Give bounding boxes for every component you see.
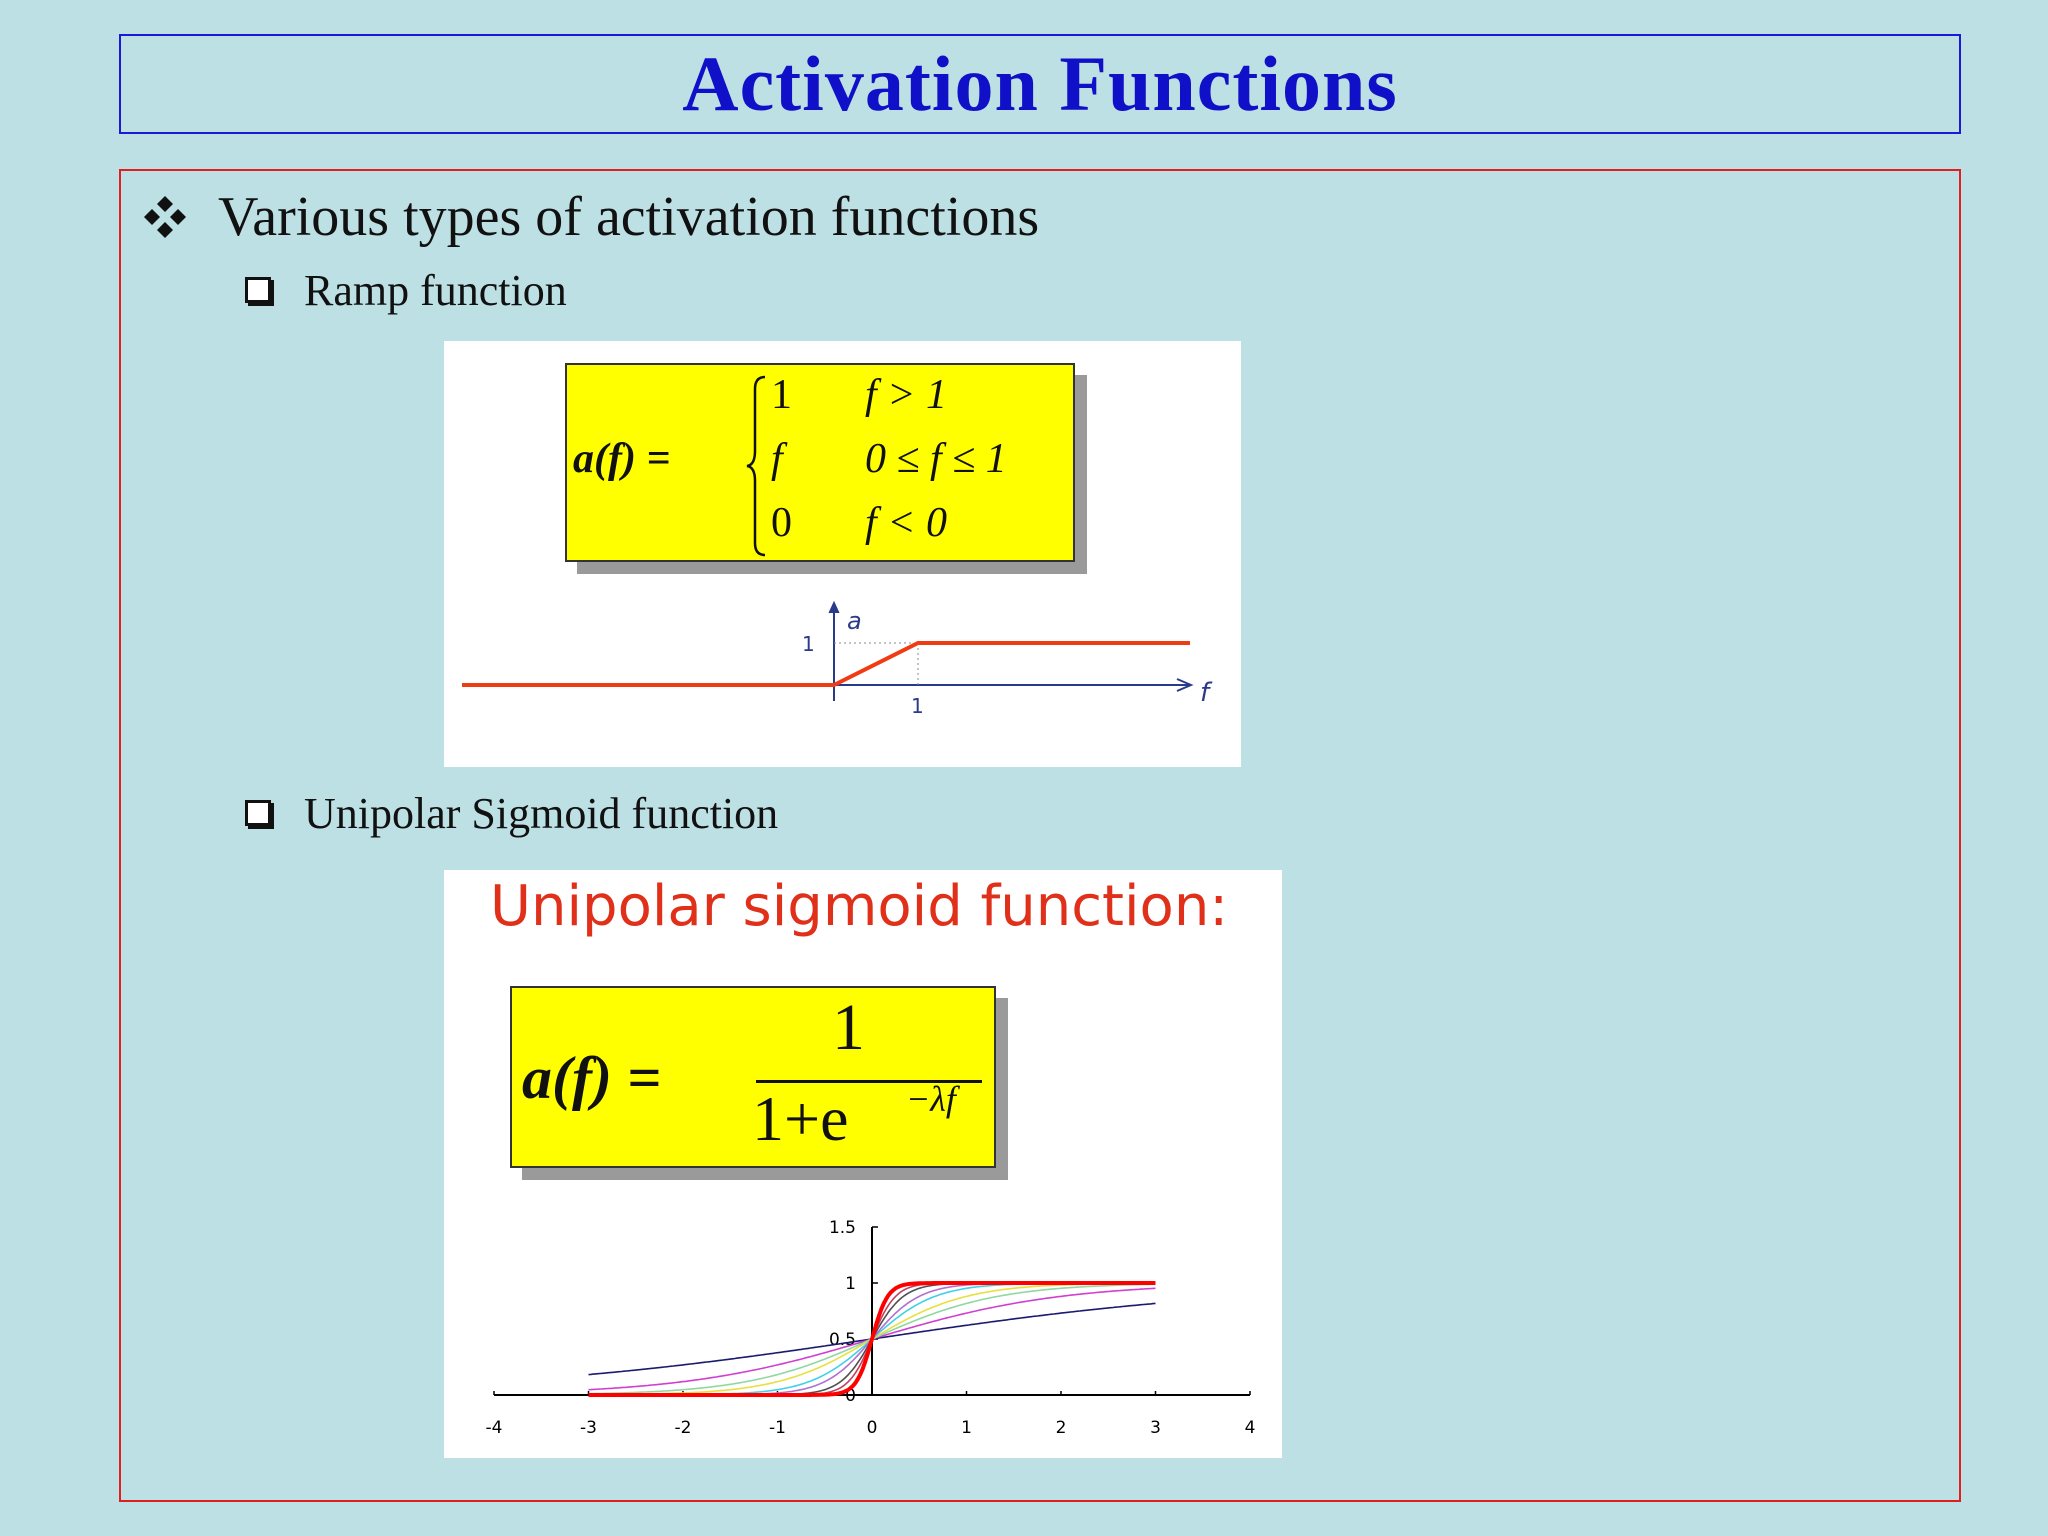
sigmoid-y-tick-label: 0 bbox=[845, 1386, 856, 1406]
ramp-x-tick: 1 bbox=[911, 694, 924, 718]
sigmoid-x-tick-label: 0 bbox=[867, 1418, 878, 1438]
main-bullet-text: Various types of activation functions bbox=[218, 186, 1040, 248]
ramp-figure: a(f) = 1 f > 1 f 0 ≤ f ≤ 1 0 f < 0 a f 1… bbox=[444, 341, 1241, 767]
ramp-bullet: Ramp function bbox=[245, 262, 567, 318]
sigmoid-x-tick-label: -4 bbox=[486, 1418, 503, 1438]
square-bullet-icon bbox=[245, 800, 271, 826]
case-1-condition: f > 1 bbox=[865, 372, 948, 418]
sigmoid-curve-lambda-12 bbox=[588, 1281, 1156, 1397]
ramp-y-label: a bbox=[847, 607, 862, 635]
sigmoid-numerator: 1 bbox=[832, 991, 865, 1064]
left-brace-icon bbox=[746, 375, 766, 557]
case-3-value: 0 bbox=[771, 500, 792, 546]
sigmoid-denominator: 1+e bbox=[752, 1083, 849, 1154]
page-title: Activation Functions bbox=[682, 40, 1398, 127]
main-bullet: Various types of activation functions bbox=[142, 182, 1039, 252]
sigmoid-x-tick-label: 1 bbox=[961, 1418, 972, 1438]
ramp-formula-box: a(f) = 1 f > 1 f 0 ≤ f ≤ 1 0 f < 0 bbox=[565, 363, 1075, 562]
sigmoid-x-tick-label: -2 bbox=[675, 1418, 692, 1438]
sigmoid-x-tick-label: -1 bbox=[769, 1418, 786, 1438]
sigmoid-y-tick-label: 1.5 bbox=[829, 1218, 856, 1238]
case-2-condition: 0 ≤ f ≤ 1 bbox=[865, 436, 1007, 482]
sigmoid-x-tick-label: -3 bbox=[580, 1418, 597, 1438]
ramp-y-tick: 1 bbox=[802, 632, 815, 656]
sigmoid-formula-box: a(f) = 1 1+e −λf bbox=[510, 986, 996, 1168]
sigmoid-heading: Unipolar sigmoid function: bbox=[490, 874, 1229, 939]
ramp-curve bbox=[462, 641, 1190, 687]
sigmoid-x-tick-label: 3 bbox=[1150, 1418, 1161, 1438]
content-box bbox=[119, 169, 1961, 1502]
sigmoid-bullet: Unipolar Sigmoid function bbox=[245, 785, 778, 841]
ramp-bullet-text: Ramp function bbox=[304, 265, 567, 315]
sigmoid-x-tick-label: 2 bbox=[1056, 1418, 1067, 1438]
sigmoid-exponent: −λf bbox=[906, 1079, 956, 1119]
sigmoid-y-tick-label: 1 bbox=[845, 1274, 856, 1294]
sigmoid-x-tick-label: 4 bbox=[1245, 1418, 1256, 1438]
four-diamond-bullet-icon bbox=[144, 196, 186, 238]
ramp-x-arrow-icon bbox=[1176, 678, 1194, 692]
title-box: Activation Functions bbox=[119, 34, 1961, 134]
ramp-plot: a f 1 1 bbox=[462, 601, 1213, 718]
case-3-condition: f < 0 bbox=[865, 500, 948, 546]
sigmoid-figure: Unipolar sigmoid function: a(f) = 1 1+e … bbox=[444, 870, 1282, 1458]
case-2-value: f bbox=[771, 436, 783, 482]
ramp-y-arrow-icon bbox=[828, 601, 840, 614]
square-bullet-icon bbox=[245, 277, 271, 303]
case-1-value: 1 bbox=[771, 372, 792, 418]
sigmoid-bullet-text: Unipolar Sigmoid function bbox=[304, 788, 779, 838]
sigmoid-lhs: a(f) = bbox=[522, 1045, 662, 1111]
ramp-lhs: a(f) = bbox=[573, 436, 671, 482]
sigmoid-chart: -4 -3 -2 -1 0 1 2 3 400.511.5 bbox=[486, 1218, 1256, 1438]
fraction-bar bbox=[756, 1080, 982, 1083]
ramp-x-label: f bbox=[1200, 678, 1213, 708]
